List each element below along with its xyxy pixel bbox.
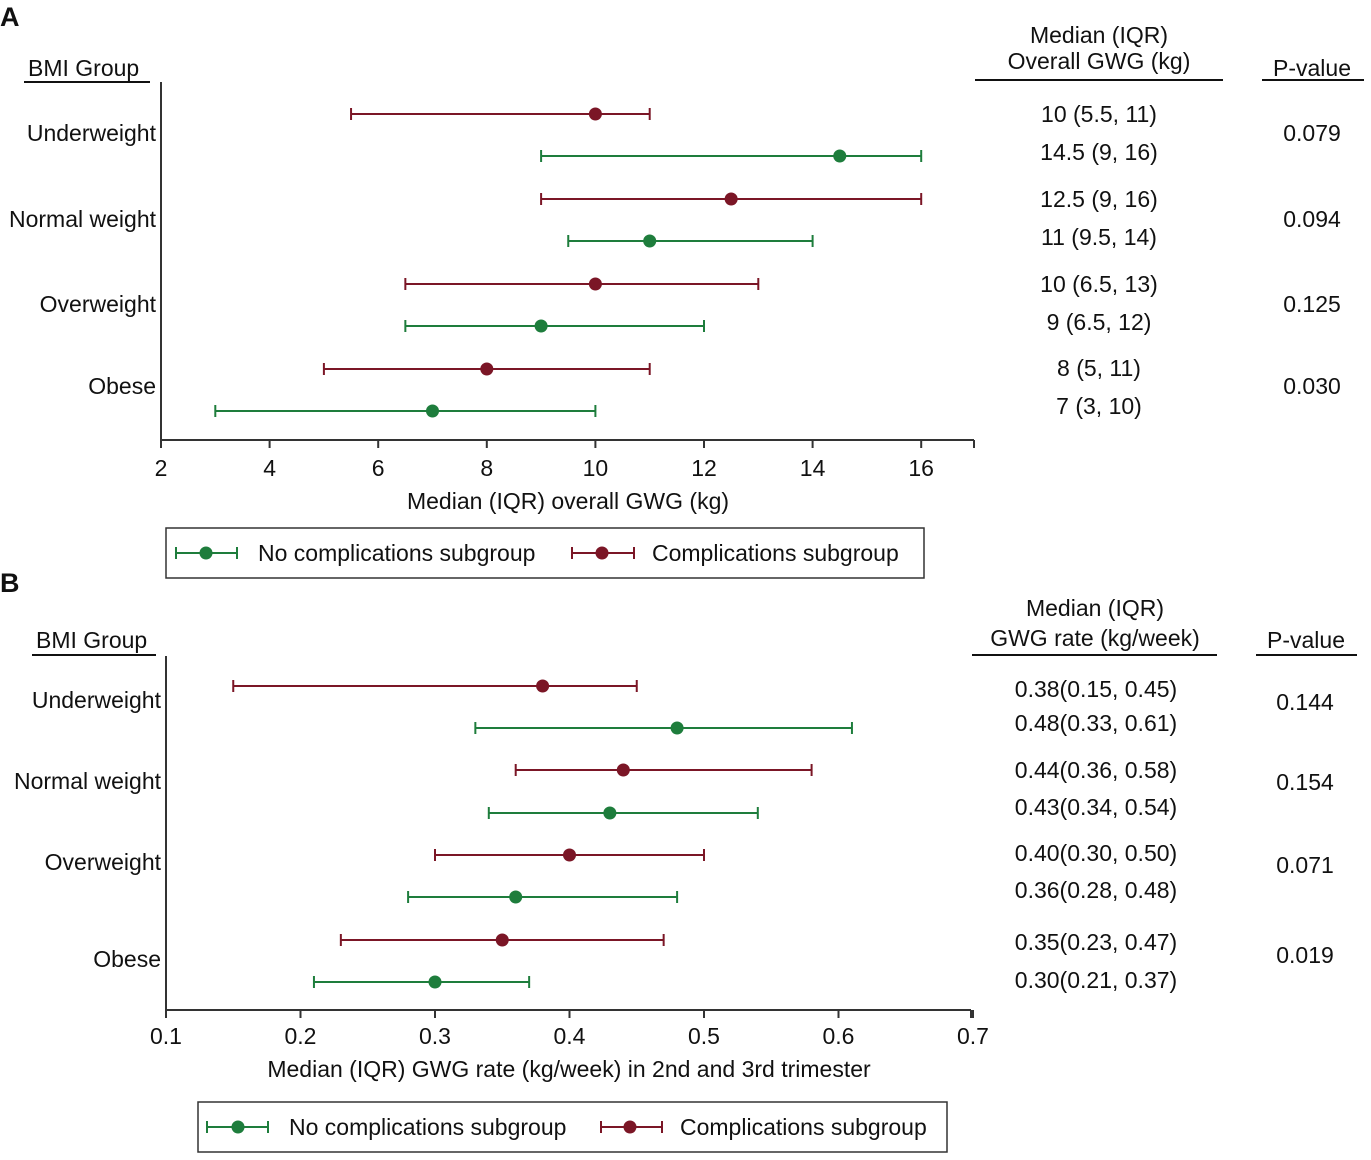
no-complications-median-point bbox=[428, 975, 442, 989]
pvalue-label: 0.019 bbox=[1276, 942, 1334, 968]
x-tick-label: 6 bbox=[372, 455, 385, 481]
no-complications-median-point bbox=[534, 319, 548, 333]
legend-no-complications-label: No complications subgroup bbox=[258, 540, 535, 566]
complications-value-label: 12.5 (9, 16) bbox=[1040, 186, 1158, 212]
pvalue-label: 0.071 bbox=[1276, 852, 1334, 878]
complications-value-label: 0.44(0.36, 0.58) bbox=[1015, 757, 1177, 783]
group-label: Underweight bbox=[27, 120, 157, 146]
value-header-line1: Median (IQR) bbox=[1030, 22, 1168, 48]
x-axis-label: Median (IQR) GWG rate (kg/week) in 2nd a… bbox=[267, 1056, 871, 1082]
complications-median-point bbox=[536, 679, 550, 693]
x-tick-label: 0.3 bbox=[419, 1023, 451, 1049]
complications-value-label: 10 (6.5, 13) bbox=[1040, 271, 1158, 297]
value-header-line2: GWG rate (kg/week) bbox=[990, 625, 1200, 651]
group-label: Normal weight bbox=[14, 768, 162, 794]
pvalue-label: 0.125 bbox=[1283, 291, 1341, 317]
x-tick-label: 0.7 bbox=[957, 1023, 989, 1049]
pvalue-label: 0.144 bbox=[1276, 689, 1334, 715]
legend-no-complications-label: No complications subgroup bbox=[289, 1114, 566, 1140]
legend-complications-marker bbox=[595, 546, 609, 560]
x-tick-label: 0.1 bbox=[150, 1023, 182, 1049]
pvalue-label: 0.094 bbox=[1283, 206, 1341, 232]
complications-value-label: 8 (5, 11) bbox=[1057, 355, 1141, 381]
legend-box bbox=[165, 527, 925, 579]
group-label: Normal weight bbox=[9, 206, 157, 232]
group-header: BMI Group bbox=[28, 55, 139, 81]
legend-complications-marker bbox=[623, 1120, 637, 1134]
group-label: Obese bbox=[88, 373, 156, 399]
pvalue-label: 0.030 bbox=[1283, 373, 1341, 399]
x-axis-label: Median (IQR) overall GWG (kg) bbox=[407, 488, 729, 514]
panel-letter: A bbox=[0, 2, 20, 32]
legend-no-complications-marker bbox=[231, 1120, 245, 1134]
complications-median-point bbox=[616, 763, 630, 777]
group-label: Obese bbox=[93, 946, 161, 972]
x-tick-label: 12 bbox=[691, 455, 717, 481]
legend-complications-label: Complications subgroup bbox=[680, 1114, 927, 1140]
no-complications-median-point bbox=[833, 149, 847, 163]
no-complications-value-label: 7 (3, 10) bbox=[1056, 393, 1142, 419]
value-header-line1: Median (IQR) bbox=[1026, 595, 1164, 621]
no-complications-value-label: 0.30(0.21, 0.37) bbox=[1015, 967, 1177, 993]
value-header-line2: Overall GWG (kg) bbox=[1008, 48, 1191, 74]
complications-median-point bbox=[480, 362, 494, 376]
panel-a: A BMI Group Median (IQR)Overall GWG (kg) P-… bbox=[0, 2, 1364, 579]
group-label: Underweight bbox=[32, 687, 162, 713]
complications-median-point bbox=[495, 933, 509, 947]
no-complications-median-point bbox=[426, 404, 439, 418]
group-label: Overweight bbox=[40, 291, 157, 317]
complications-median-point bbox=[563, 848, 576, 862]
no-complications-value-label: 11 (9.5, 14) bbox=[1041, 224, 1157, 250]
x-tick-label: 2 bbox=[155, 455, 168, 481]
pvalue-label: 0.154 bbox=[1276, 769, 1334, 795]
no-complications-median-point bbox=[643, 234, 657, 248]
x-tick-label: 4 bbox=[263, 455, 276, 481]
x-tick-label: 0.6 bbox=[823, 1023, 855, 1049]
x-tick-label: 0.4 bbox=[554, 1023, 586, 1049]
legend-complications-label: Complications subgroup bbox=[652, 540, 899, 566]
pvalue-header: P-value bbox=[1273, 55, 1351, 81]
complications-value-label: 0.38(0.15, 0.45) bbox=[1015, 676, 1177, 702]
no-complications-value-label: 9 (6.5, 12) bbox=[1047, 309, 1152, 335]
complications-value-label: 0.40(0.30, 0.50) bbox=[1015, 840, 1177, 866]
no-complications-value-label: 14.5 (9, 16) bbox=[1040, 139, 1158, 165]
legend-no-complications-marker bbox=[199, 546, 213, 560]
panel-b: B BMI Group Median (IQR) GWG rate (kg/week)… bbox=[0, 568, 1357, 1153]
complications-median-point bbox=[724, 192, 738, 206]
group-header: BMI Group bbox=[36, 627, 147, 653]
pvalue-label: 0.079 bbox=[1283, 120, 1341, 146]
x-tick-label: 8 bbox=[480, 455, 493, 481]
no-complications-value-label: 0.36(0.28, 0.48) bbox=[1015, 877, 1177, 903]
x-tick-label: 10 bbox=[583, 455, 609, 481]
x-tick-label: 16 bbox=[908, 455, 934, 481]
group-label: Overweight bbox=[45, 849, 162, 875]
panel-letter: B bbox=[0, 568, 20, 598]
complications-value-label: 10 (5.5, 11) bbox=[1041, 101, 1157, 127]
no-complications-value-label: 0.48(0.33, 0.61) bbox=[1015, 710, 1177, 736]
no-complications-median-point bbox=[670, 721, 684, 735]
x-tick-label: 0.5 bbox=[688, 1023, 720, 1049]
no-complications-median-point bbox=[509, 890, 523, 904]
pvalue-header: P-value bbox=[1267, 627, 1345, 653]
complications-value-label: 0.35(0.23, 0.47) bbox=[1015, 929, 1177, 955]
no-complications-value-label: 0.43(0.34, 0.54) bbox=[1015, 794, 1177, 820]
complications-median-point bbox=[588, 107, 602, 121]
complications-median-point bbox=[588, 277, 602, 291]
legend-box bbox=[197, 1101, 948, 1153]
x-tick-label: 14 bbox=[800, 455, 826, 481]
no-complications-median-point bbox=[603, 806, 617, 820]
x-tick-label: 0.2 bbox=[285, 1023, 317, 1049]
